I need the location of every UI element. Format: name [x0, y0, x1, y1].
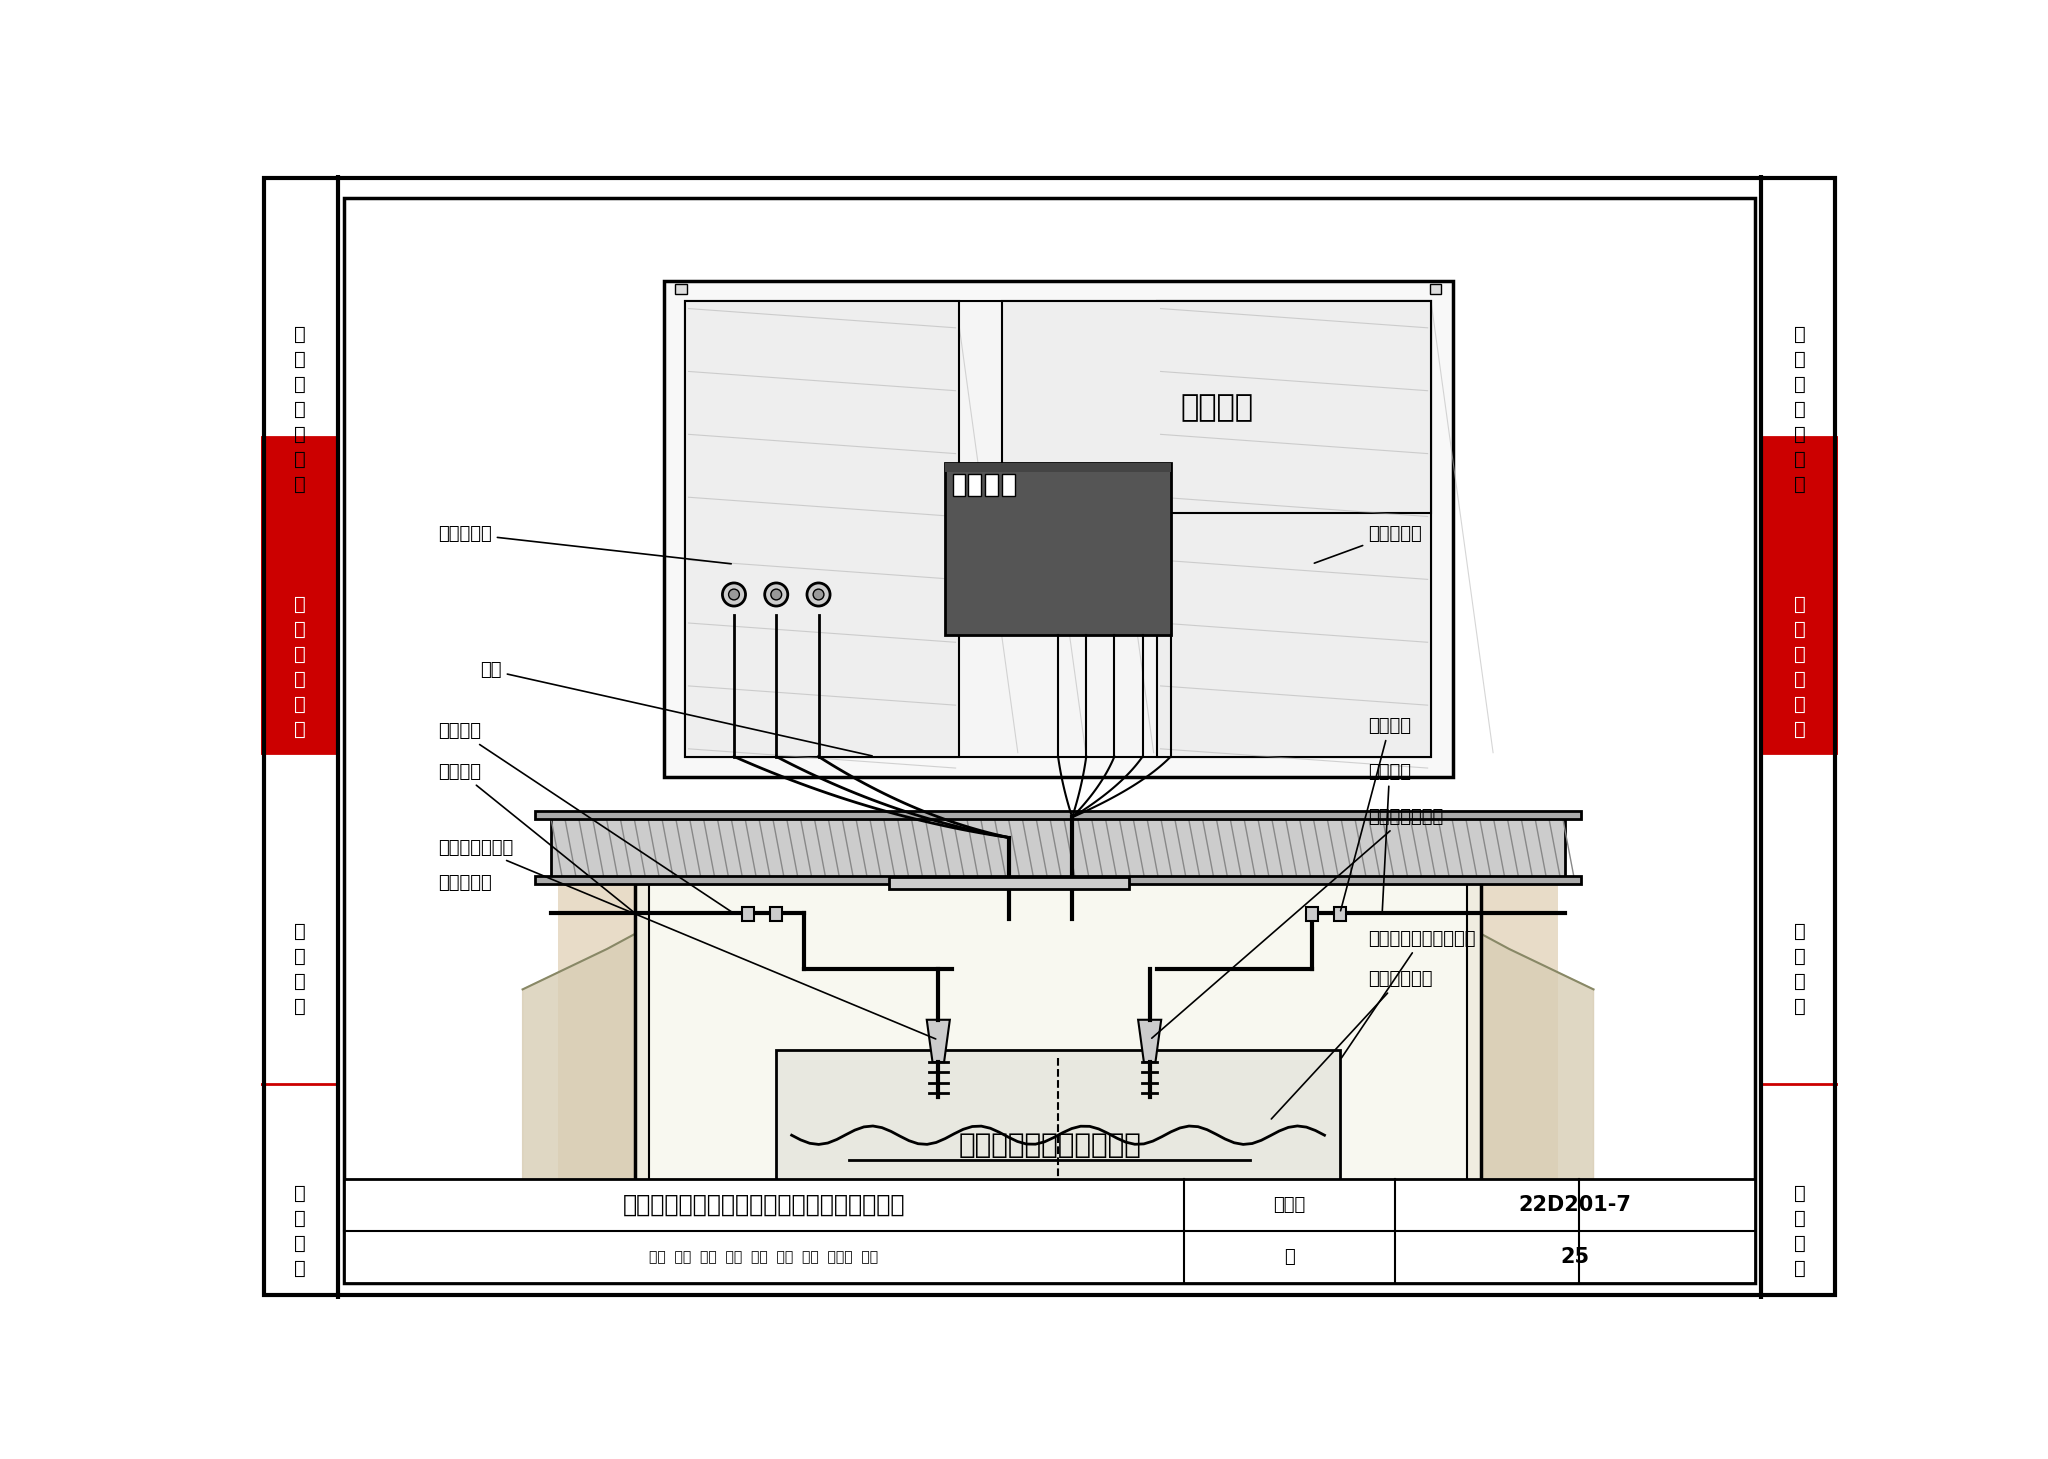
Text: 低压配电柜: 低压配电柜 — [1315, 525, 1421, 563]
Text: 平
面
图
、
详
图: 平 面 图 、 详 图 — [293, 595, 305, 738]
Text: 平
面
图
、
详
图: 平 面 图 、 详 图 — [1794, 595, 1806, 738]
Bar — [262, 436, 338, 753]
Bar — [969, 474, 981, 496]
Text: 地下式变压器: 地下式变压器 — [1272, 970, 1432, 1119]
Text: 22D201-7: 22D201-7 — [1520, 1195, 1632, 1215]
Bar — [1761, 436, 1839, 753]
Text: 图集号: 图集号 — [1274, 1196, 1305, 1214]
Bar — [1001, 474, 1014, 496]
Text: 审核  陈琪  陈珠  校对  胡桃  印彻  设计  王胜禹  彩彻: 审核 陈琪 陈珠 校对 胡桃 印彻 设计 王胜禹 彩彻 — [649, 1250, 879, 1263]
Text: 电缆抱箍: 电缆抱箍 — [1341, 718, 1411, 910]
Bar — [344, 1179, 1755, 1282]
Bar — [684, 301, 1432, 757]
Bar — [664, 280, 1452, 776]
Polygon shape — [928, 1020, 950, 1062]
Bar — [770, 907, 782, 921]
Bar — [1333, 907, 1346, 921]
Text: 预制式地下变压器基舱: 预制式地下变压器基舱 — [1341, 929, 1475, 1058]
Bar — [946, 463, 1171, 473]
Bar — [985, 474, 997, 496]
Text: 高压电缆: 高压电缆 — [438, 763, 633, 912]
Bar — [776, 1050, 1339, 1192]
Text: 页: 页 — [1284, 1247, 1294, 1266]
Bar — [1157, 301, 1432, 757]
Bar — [1430, 285, 1442, 293]
Text: 电
气
系
统: 电 气 系 统 — [293, 922, 305, 1015]
Text: 电
气
系
统: 电 气 系 统 — [1794, 922, 1806, 1015]
Bar — [535, 877, 1581, 884]
Text: 地下式变压器高、低压电缆安装示意图（三）: 地下式变压器高、低压电缆安装示意图（三） — [623, 1193, 905, 1217]
Text: 配
套
设
施: 配 套 设 施 — [293, 1183, 305, 1278]
Polygon shape — [1139, 1020, 1161, 1062]
Text: 高压出线柜: 高压出线柜 — [438, 525, 731, 563]
Circle shape — [770, 589, 782, 600]
Bar — [684, 301, 958, 757]
Bar — [889, 877, 1128, 889]
Polygon shape — [522, 883, 1593, 1223]
Text: 高、低压电缆安装示意图: 高、低压电缆安装示意图 — [958, 1131, 1141, 1158]
Bar — [559, 868, 1559, 1240]
Circle shape — [813, 589, 823, 600]
Circle shape — [723, 584, 745, 605]
Bar — [344, 198, 1755, 1282]
Text: 设
计
与
安
装
要
点: 设 计 与 安 装 要 点 — [1794, 325, 1806, 495]
Text: 低压电缆连接器: 低压电缆连接器 — [1151, 808, 1444, 1039]
Bar — [262, 175, 338, 1299]
Text: 高压电缆连接器: 高压电缆连接器 — [438, 839, 936, 1039]
Text: 配
套
设
施: 配 套 设 施 — [1794, 1183, 1806, 1278]
Text: 传媒面板: 传媒面板 — [1180, 392, 1253, 422]
Circle shape — [807, 584, 829, 605]
Text: 电缆抱箍: 电缆抱箍 — [438, 722, 731, 912]
Bar — [676, 285, 686, 293]
Bar — [635, 868, 1481, 1202]
Bar — [551, 817, 1565, 878]
Bar — [946, 463, 1171, 635]
Bar — [535, 811, 1581, 818]
Bar — [1001, 301, 1432, 514]
Circle shape — [764, 584, 788, 605]
Bar — [1761, 175, 1839, 1299]
Bar — [741, 907, 754, 921]
Text: 25: 25 — [1561, 1247, 1589, 1266]
Text: 支架: 支架 — [481, 661, 872, 756]
Bar — [649, 881, 1466, 1202]
Bar — [1305, 907, 1317, 921]
Bar — [952, 474, 965, 496]
Text: 低压电缆: 低压电缆 — [1368, 763, 1411, 910]
Text: 设
计
与
安
装
要
点: 设 计 与 安 装 要 点 — [293, 325, 305, 495]
Text: （外锥型）: （外锥型） — [438, 874, 492, 891]
Circle shape — [729, 589, 739, 600]
